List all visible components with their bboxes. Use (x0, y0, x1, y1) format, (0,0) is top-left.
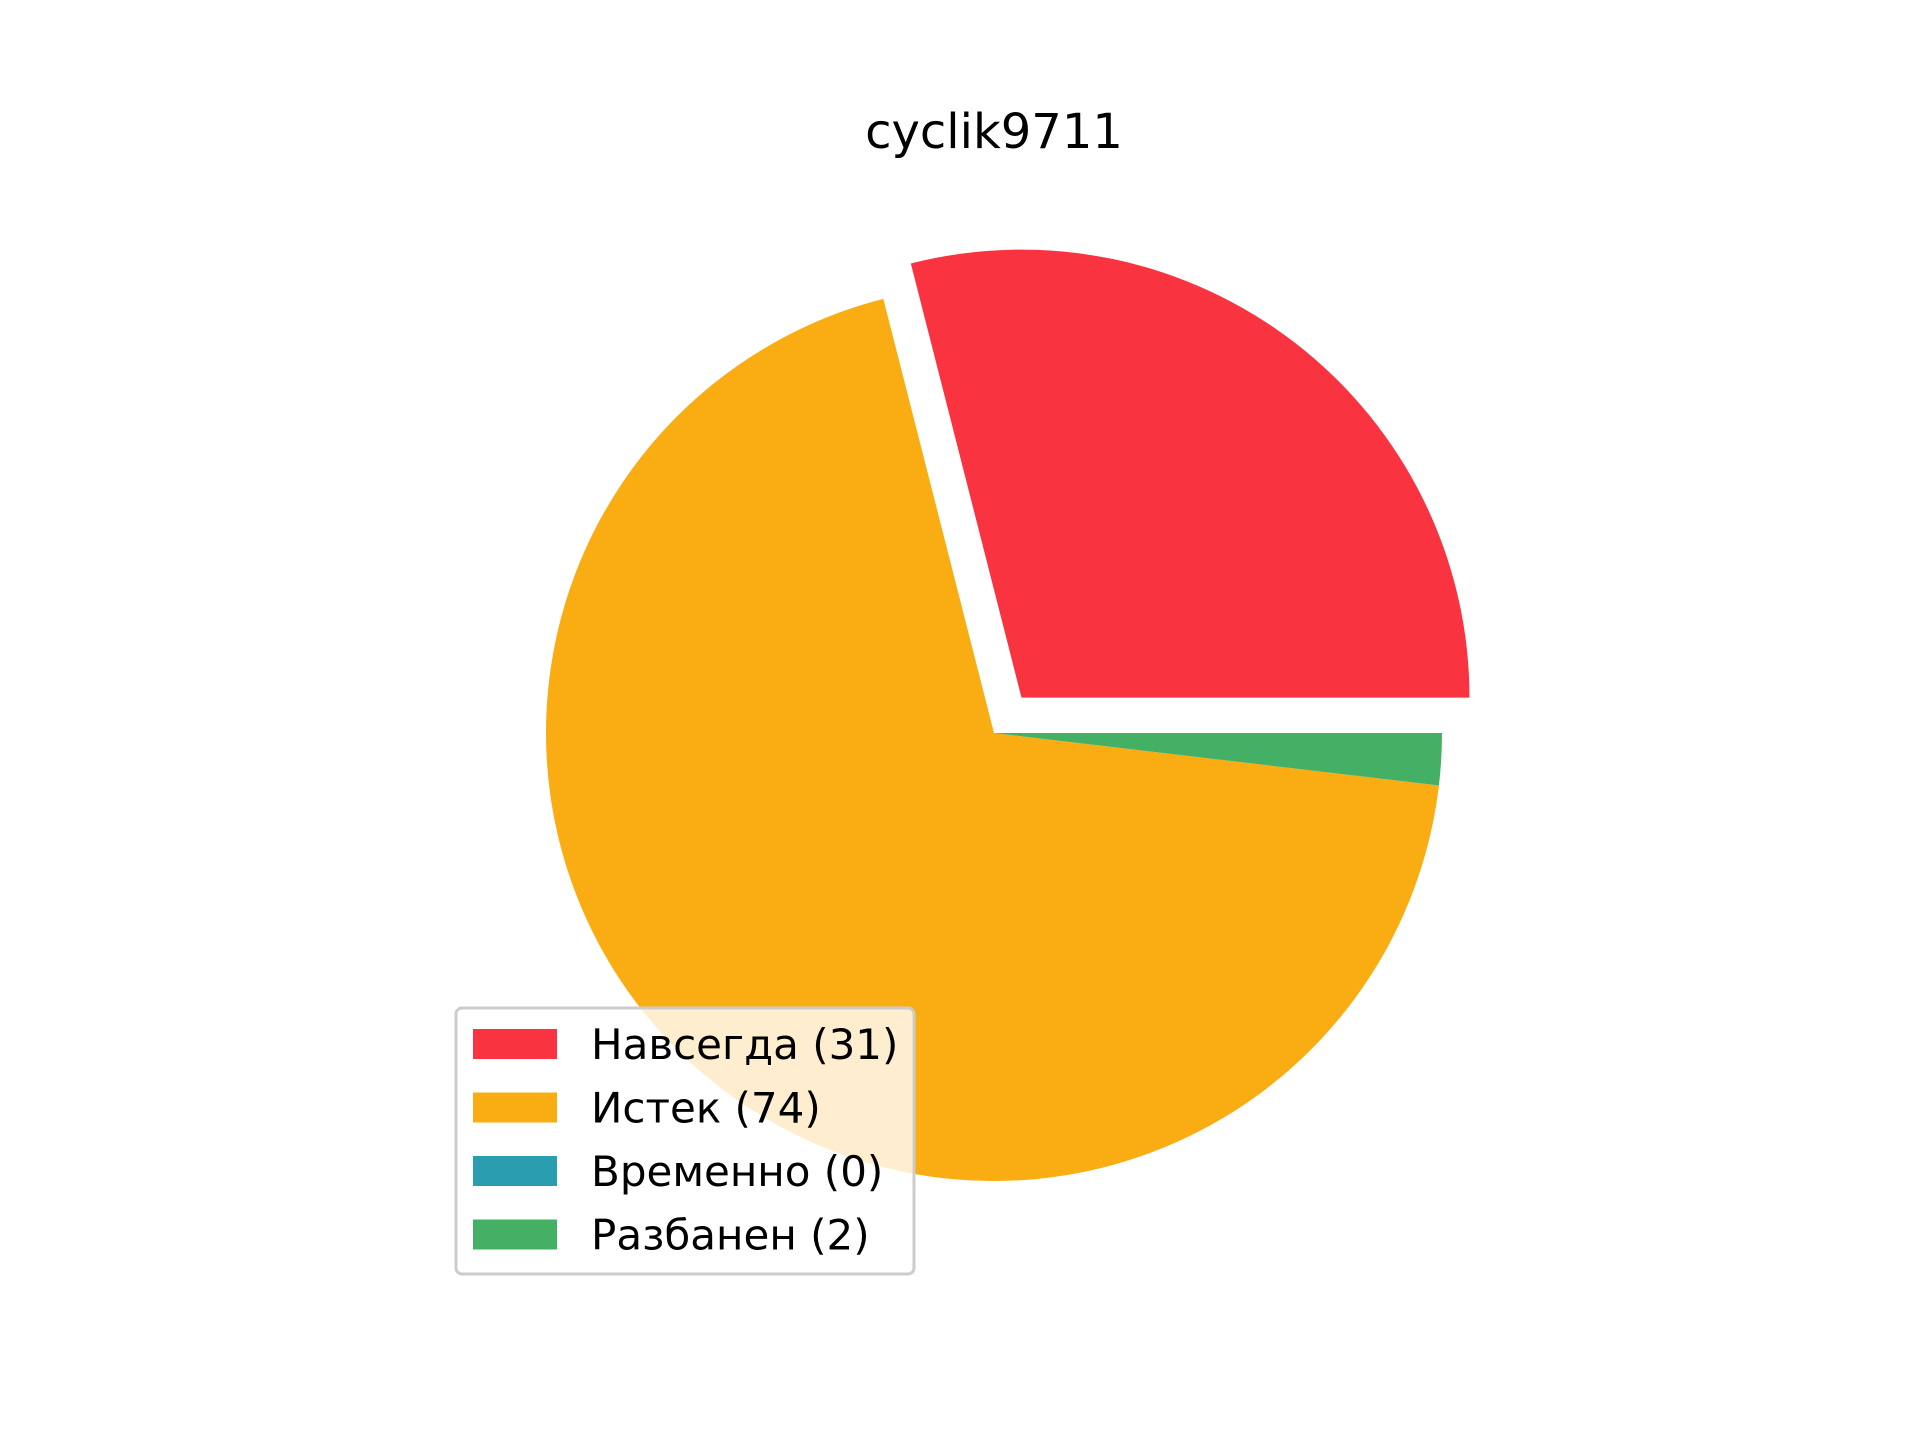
legend-label-2: Временно (0) (591, 1147, 883, 1196)
legend-swatch-0 (473, 1029, 557, 1059)
pie-slice-0 (910, 249, 1470, 698)
legend-swatch-1 (473, 1092, 557, 1123)
legend-label-1: Истек (74) (591, 1084, 821, 1133)
legend-label-3: Разбанен (2) (591, 1211, 870, 1260)
pie-slice-1 (546, 298, 1439, 1181)
legend: Навсегда (31) Истек (74) Временно (0) Разба… (454, 1006, 916, 1276)
pie-slices (546, 249, 1470, 1181)
chart-title: cyclik9711 (865, 104, 1123, 160)
legend-swatch-2 (473, 1156, 557, 1186)
legend-box (454, 1006, 916, 1276)
pie-slice-3 (994, 733, 1442, 786)
legend-label-0: Навсегда (31) (591, 1020, 898, 1069)
legend-swatch-3 (473, 1219, 557, 1250)
